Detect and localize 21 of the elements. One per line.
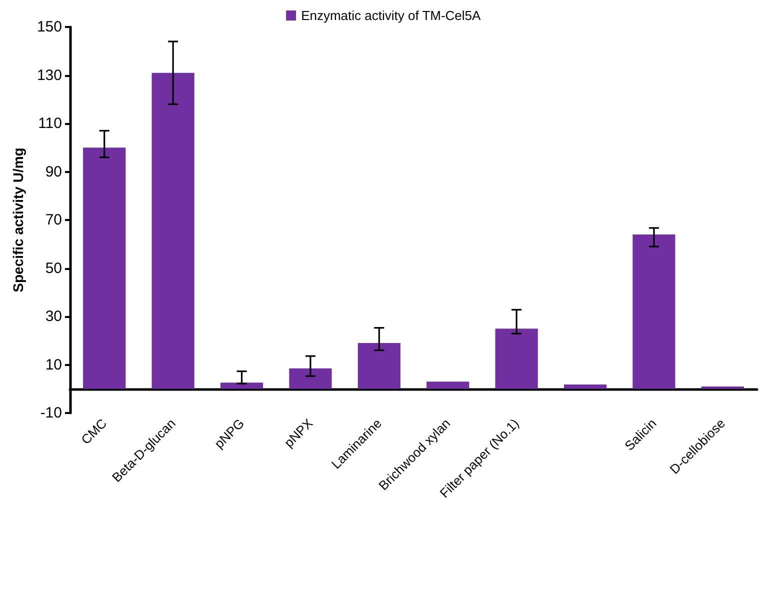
bar (289, 368, 332, 389)
bar (426, 382, 470, 389)
y-tick-label: 70 (45, 212, 62, 228)
bar (220, 382, 264, 389)
y-tick-label: 30 (45, 308, 62, 325)
y-tick-label: -10 (40, 404, 62, 422)
bar (83, 148, 126, 389)
y-tick-label: 110 (38, 115, 62, 132)
bar (701, 386, 744, 389)
y-tick-label: 10 (45, 356, 62, 374)
y-tick-label: 50 (45, 260, 62, 277)
y-tick-label: 150 (36, 18, 62, 36)
bar (564, 384, 607, 389)
legend-label: Enzymatic activity of TM-Cel5A (301, 8, 482, 23)
bar (632, 234, 676, 389)
y-tick-label: 130 (36, 66, 62, 84)
y-axis-title: Specific activity U/mg (10, 148, 26, 292)
bar (358, 343, 400, 389)
bar (152, 72, 194, 389)
bar (495, 328, 538, 389)
y-tick-label: 90 (45, 163, 62, 180)
